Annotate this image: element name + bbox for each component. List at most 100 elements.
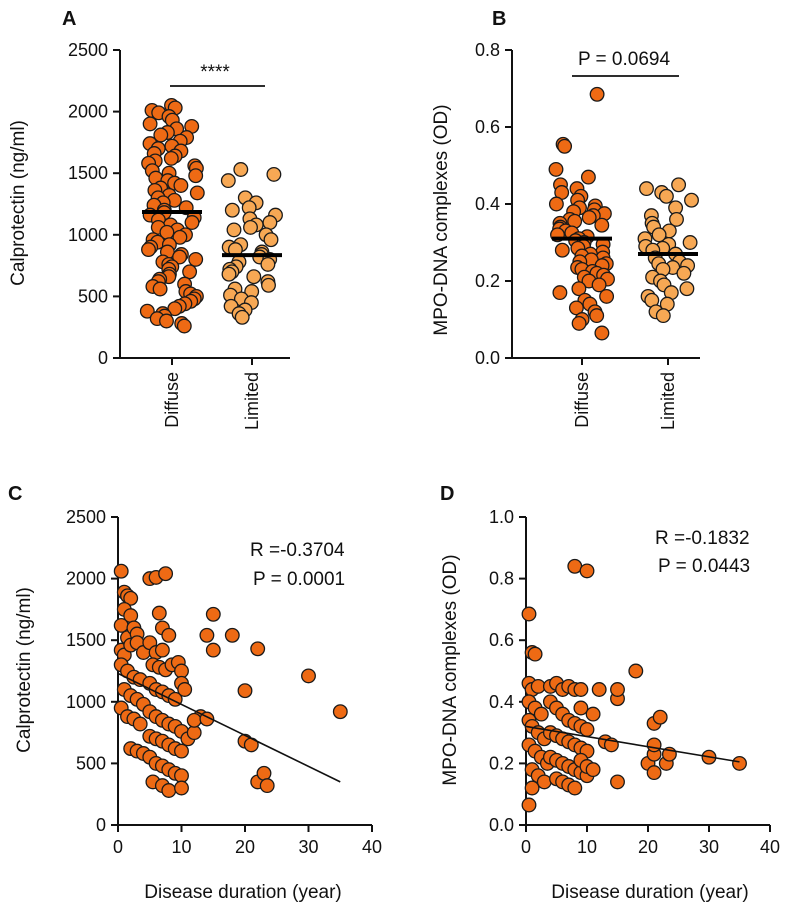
- data-point: [579, 722, 595, 737]
- data-point: [671, 177, 687, 193]
- y-tick-label: 0.4: [489, 692, 514, 712]
- panel-d-xlabel: Disease duration (year): [551, 882, 748, 903]
- data-point: [594, 217, 610, 233]
- data-point: [579, 563, 595, 579]
- data-point: [651, 227, 667, 243]
- data-point: [113, 563, 129, 579]
- x-tick-label: 10: [577, 837, 597, 857]
- data-point: [568, 300, 584, 316]
- data-point: [524, 780, 540, 796]
- y-tick-label: 2000: [66, 569, 106, 589]
- data-point: [682, 235, 698, 250]
- panel-letter-b: B: [492, 8, 506, 30]
- panel-d-p-value: P = 0.0443: [658, 556, 750, 577]
- data-point: [589, 308, 605, 324]
- data-point: [580, 169, 596, 185]
- y-tick-label: 1500: [66, 630, 106, 650]
- panel-c-p-value: P = 0.0001: [253, 569, 345, 590]
- y-tick-label: 0.8: [489, 569, 514, 589]
- data-point: [173, 178, 189, 193]
- data-point: [174, 743, 189, 759]
- data-point: [548, 161, 564, 177]
- data-point: [159, 313, 174, 329]
- x-category-label: Diffuse: [162, 372, 182, 428]
- data-point: [669, 211, 684, 227]
- data-point: [732, 755, 747, 771]
- data-point: [174, 663, 189, 679]
- data-point: [536, 774, 552, 790]
- data-point: [172, 249, 188, 265]
- data-point: [199, 627, 215, 643]
- data-point: [585, 706, 601, 722]
- data-point: [332, 704, 348, 720]
- regression-line: [117, 672, 341, 783]
- data-point: [176, 318, 192, 334]
- panel-c-r-value: R =-0.3704: [250, 540, 345, 561]
- data-point: [628, 663, 644, 679]
- panel-c: C Calprotectin (ng/ml) Disease duration …: [8, 483, 382, 903]
- y-tick-label: 500: [76, 753, 106, 773]
- data-point: [655, 308, 671, 324]
- panel-letter-a: A: [62, 8, 76, 30]
- panel-a: A Calprotectin (ng/ml) **** 0 500 1000 1500…: [8, 8, 290, 430]
- data-point: [260, 256, 276, 272]
- data-point: [533, 706, 549, 722]
- data-point: [250, 641, 266, 657]
- data-point: [552, 285, 568, 301]
- x-tick-label: 10: [171, 837, 191, 857]
- panel-letter-c: C: [8, 483, 22, 505]
- x-tick-label: 40: [760, 837, 780, 857]
- panel-a-significance: ****: [200, 62, 230, 83]
- y-tick-label: 0.4: [475, 194, 500, 214]
- data-point: [151, 605, 167, 621]
- panel-d: D MPO-DNA complexes (OD) Disease duratio…: [440, 483, 780, 903]
- data-point: [521, 797, 537, 813]
- x-category-label: Limited: [242, 372, 262, 430]
- x-tick-label: 40: [362, 837, 382, 857]
- data-point: [246, 269, 262, 285]
- data-point: [571, 281, 587, 297]
- y-tick-label: 0.6: [475, 117, 500, 137]
- data-point: [527, 646, 543, 662]
- data-point: [154, 642, 170, 658]
- y-tick-label: 0.8: [475, 40, 500, 60]
- x-tick-label: 30: [298, 837, 318, 857]
- data-point: [186, 725, 202, 741]
- y-tick-label: 0.2: [489, 753, 514, 773]
- x-tick-label: 30: [699, 837, 719, 857]
- data-point: [259, 778, 275, 794]
- data-point: [610, 774, 625, 790]
- data-point: [573, 700, 589, 716]
- data-point: [163, 150, 179, 166]
- data-point: [186, 712, 202, 728]
- data-point: [174, 780, 189, 796]
- data-point: [591, 277, 607, 293]
- x-tick-label: 0: [521, 837, 531, 857]
- data-point: [589, 86, 605, 102]
- data-point: [262, 215, 278, 230]
- y-tick-label: 2500: [68, 40, 108, 60]
- data-point: [557, 138, 573, 154]
- data-point: [639, 181, 654, 197]
- data-point: [184, 215, 200, 230]
- data-point: [142, 116, 158, 132]
- data-point: [684, 192, 699, 208]
- data-point: [243, 219, 258, 235]
- data-point: [234, 309, 250, 325]
- data-point: [658, 188, 674, 204]
- data-point: [224, 202, 240, 218]
- data-point: [573, 682, 589, 697]
- data-point: [182, 264, 198, 280]
- data-point: [220, 173, 236, 189]
- data-point: [646, 737, 662, 753]
- data-point: [226, 222, 242, 238]
- data-point: [205, 642, 221, 658]
- data-point: [591, 682, 607, 697]
- data-point: [224, 627, 240, 643]
- data-point: [233, 162, 249, 177]
- data-point: [301, 668, 316, 684]
- y-tick-label: 0.6: [489, 630, 514, 650]
- data-point: [221, 266, 237, 282]
- data-point: [161, 627, 177, 643]
